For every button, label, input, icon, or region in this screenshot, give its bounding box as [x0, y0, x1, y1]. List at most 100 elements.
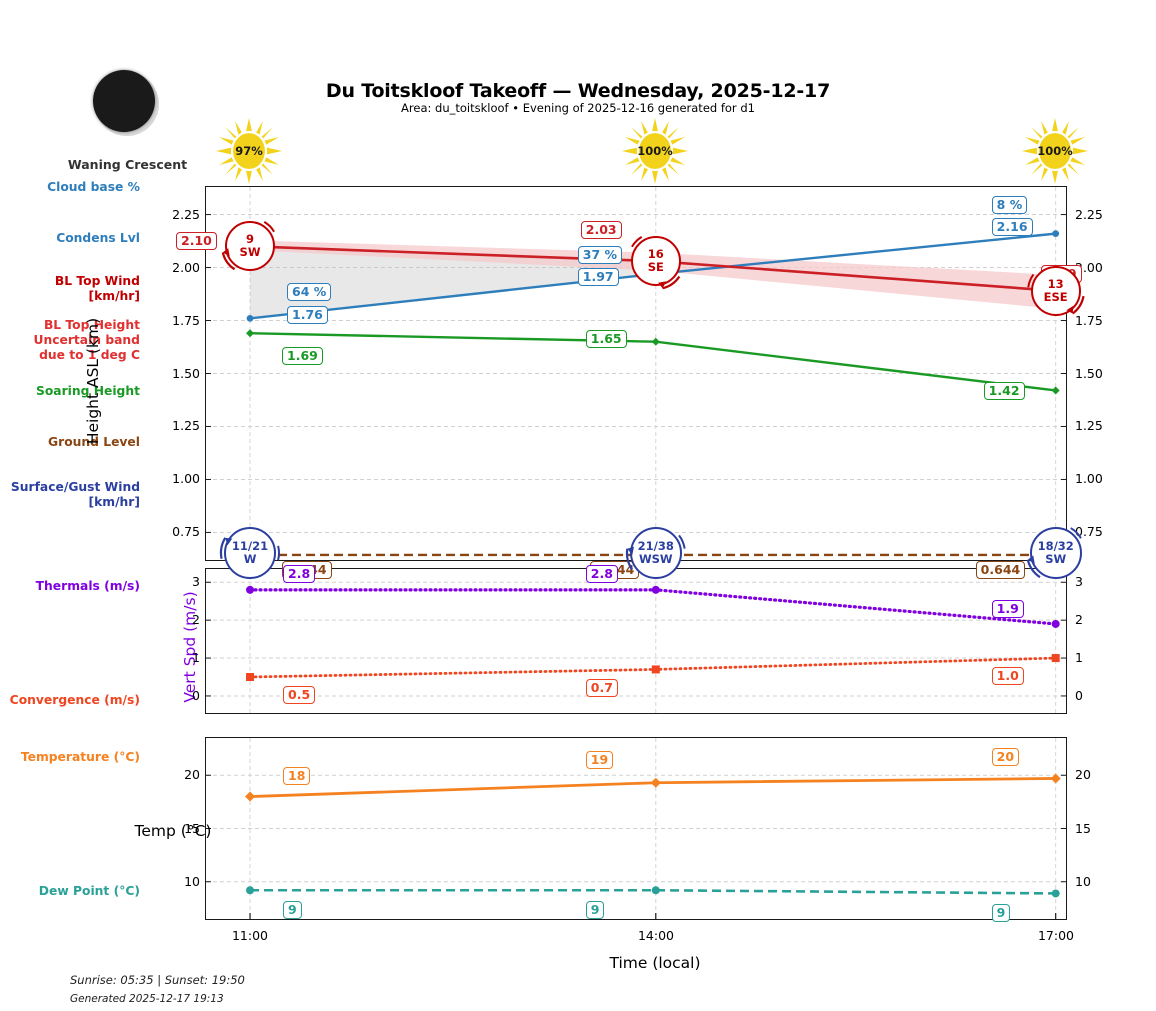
surface-wind-2-direction: WSW — [638, 551, 673, 566]
bl-top-wind-3: 13 ESE — [1030, 265, 1081, 316]
ytick-left-2-1: 1 — [192, 650, 200, 666]
surface-wind-1-direction: W — [243, 551, 257, 566]
bl-top-wind-3-speed: 13 — [1047, 276, 1064, 291]
cloud-base-pct-3: 8 % — [991, 195, 1028, 214]
ytick-right-1-5: 2.00 — [1075, 259, 1103, 275]
xaxis-label: Time (local) — [609, 954, 701, 972]
sun-icon-1: 97% — [216, 118, 282, 184]
thermals-value-2: 2.8 — [585, 564, 618, 583]
sun-icon-3: 100% — [1022, 118, 1088, 184]
height-panel-ylabel: Height ASL (km) — [84, 317, 102, 445]
ytick-right-1-6: 2.25 — [1075, 206, 1103, 222]
cloud-base-pct-2: 37 % — [577, 245, 623, 264]
temperature-value-2: 19 — [585, 750, 614, 769]
ytick-left-3-1: 15 — [184, 820, 200, 836]
bl-top-wind-2-speed: 16 — [647, 247, 664, 262]
xtick-3: 17:00 — [1037, 928, 1075, 943]
surface-wind-1-speed: 11/21 — [231, 538, 269, 553]
sun-cloud-pct-3: 100% — [1037, 144, 1073, 158]
ytick-left-1-3: 1.50 — [172, 365, 200, 381]
soaring-value-1: 1.69 — [282, 347, 323, 366]
legend-label-dew-point: Dew Point (°C) — [38, 884, 140, 898]
legend-label-condens-lvl: Condens Lvl — [56, 231, 140, 245]
thermals-value-1: 2.8 — [283, 564, 316, 583]
legend-label-bl-top-height: BL Top Height Uncertain band due to 1 deg … — [33, 318, 140, 362]
ytick-left-1-4: 1.75 — [172, 312, 200, 328]
ytick-right-1-3: 1.50 — [1075, 365, 1103, 381]
ytick-right-1-2: 1.25 — [1075, 418, 1103, 434]
ytick-right-3-2: 20 — [1075, 767, 1091, 783]
moon-phase-label: Waning Crescent — [67, 157, 188, 172]
temperature-panel — [205, 737, 1067, 920]
legend-label-surface-gust-wind: Surface/Gust Wind [km/hr] — [10, 480, 140, 509]
dewpoint-value-1: 9 — [283, 901, 302, 920]
ytick-left-1-2: 1.25 — [172, 418, 200, 434]
convergence-value-2: 0.7 — [585, 679, 618, 698]
generated-footer: Generated 2025-12-17 19:13 — [70, 993, 224, 1005]
ytick-right-2-2: 2 — [1075, 612, 1083, 628]
legend-label-convergence: Convergence (m/s) — [9, 693, 140, 707]
ytick-right-1-4: 1.75 — [1075, 312, 1103, 328]
page-title: Du Toitskloof Takeoff — Wednesday, 2025-… — [325, 80, 831, 102]
legend-label-soaring-height: Soaring Height — [35, 384, 140, 398]
legend-label-thermals: Thermals (m/s) — [35, 579, 140, 593]
temp-ylabel: Temp (°C) — [134, 822, 212, 840]
xtick-1: 11:00 — [231, 928, 269, 943]
ytick-right-3-1: 15 — [1075, 820, 1091, 836]
convergence-value-1: 0.5 — [283, 686, 316, 704]
temperature-value-3: 20 — [991, 748, 1020, 767]
legend-label-cloud-base: Cloud base % — [47, 180, 140, 194]
surface-wind-2: 21/38 WSW — [629, 526, 682, 579]
convergence-value-3: 1.0 — [991, 667, 1024, 686]
ytick-right-1-0: 0.75 — [1075, 524, 1103, 540]
ytick-right-1-1: 1.00 — [1075, 471, 1103, 487]
ytick-right-2-0: 0 — [1075, 687, 1083, 703]
legend-label-ground-level: Ground Level — [48, 435, 140, 449]
ytick-left-3-0: 10 — [184, 873, 200, 889]
dewpoint-value-3: 9 — [991, 904, 1011, 923]
xtick-2: 14:00 — [637, 928, 675, 943]
surface-wind-1: 11/21 W — [224, 526, 277, 579]
ytick-left-2-0: 0 — [192, 687, 200, 703]
surface-wind-3-speed: 18/32 — [1037, 538, 1074, 553]
condens-value-3: 2.16 — [991, 217, 1033, 236]
thermals-value-3: 1.9 — [991, 599, 1024, 618]
bl-top-wind-2: 16 SE — [630, 236, 681, 287]
soaring-value-2: 1.65 — [585, 329, 627, 348]
vertical-speed-panel — [205, 568, 1067, 714]
bl-top-value-1: 2.10 — [176, 232, 217, 251]
page-subtitle: Area: du_toitskloof • Evening of 2025-12… — [401, 101, 755, 115]
ytick-left-1-6: 2.25 — [172, 206, 200, 222]
ytick-left-1-0: 0.75 — [172, 524, 200, 540]
temperature-value-1: 18 — [283, 766, 311, 785]
ytick-left-2-2: 2 — [192, 612, 200, 628]
bl-top-wind-1-speed: 9 — [246, 232, 255, 247]
ground-value-3: 0.644 — [975, 560, 1026, 579]
ytick-left-1-5: 2.00 — [172, 259, 200, 275]
sun-icon-2: 100% — [622, 118, 688, 184]
bl-top-wind-1-direction: SW — [239, 245, 261, 260]
sun-times-footer: Sunrise: 05:35 | Sunset: 19:50 — [70, 973, 245, 987]
ytick-right-2-3: 3 — [1075, 574, 1083, 590]
legend-label-temperature: Temperature (°C) — [20, 750, 140, 764]
dewpoint-value-2: 9 — [585, 901, 605, 920]
soaring-value-3: 1.42 — [983, 382, 1025, 401]
surface-wind-3-direction: SW — [1045, 551, 1067, 566]
surface-wind-3: 18/32 SW — [1029, 526, 1082, 579]
ytick-left-2-3: 3 — [192, 574, 200, 590]
bl-top-value-2: 2.03 — [580, 221, 622, 240]
condens-value-1: 1.76 — [287, 306, 328, 325]
ytick-left-3-2: 20 — [184, 767, 200, 783]
height-panel — [205, 186, 1067, 561]
sun-cloud-pct-2: 100% — [637, 144, 673, 158]
moon-waning-crescent-icon — [93, 70, 161, 138]
ytick-right-3-0: 10 — [1075, 873, 1091, 889]
ytick-left-1-1: 1.00 — [172, 471, 200, 487]
condens-value-2: 1.97 — [577, 267, 619, 286]
legend-label-bl-top-wind: BL Top Wind [km/hr] — [54, 274, 140, 303]
cloud-base-pct-1: 64 % — [287, 283, 332, 302]
bl-top-wind-3-direction: ESE — [1043, 289, 1068, 304]
sun-cloud-pct-1: 97% — [235, 144, 263, 158]
bl-top-wind-2-direction: SE — [647, 260, 664, 275]
surface-wind-2-speed: 21/38 — [637, 538, 674, 553]
